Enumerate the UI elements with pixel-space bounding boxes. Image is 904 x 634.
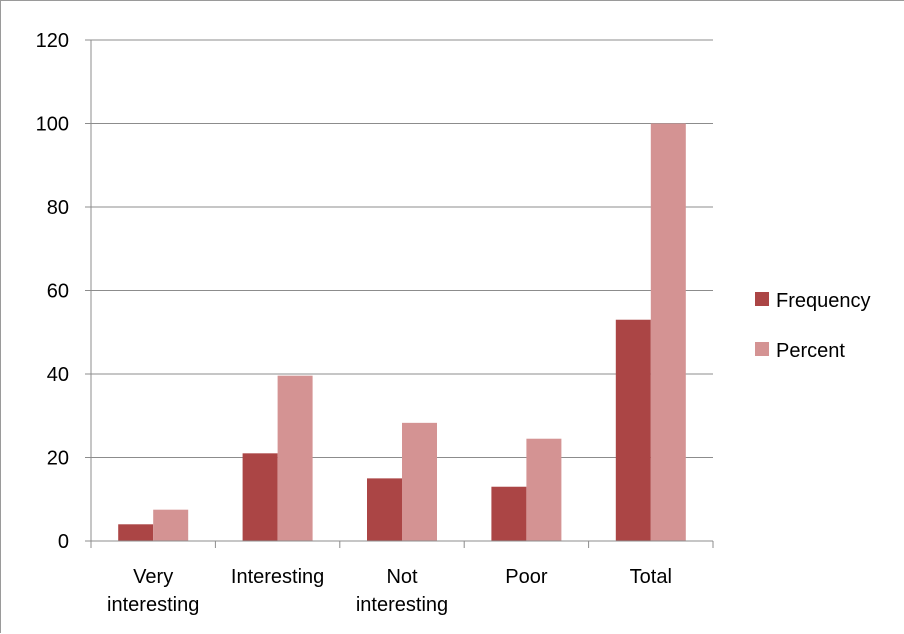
bar-frequency	[491, 486, 527, 541]
bar-frequency	[118, 524, 154, 541]
y-tick-label: 40	[47, 364, 69, 386]
axes	[85, 39, 714, 548]
y-tick-label: 0	[58, 531, 69, 553]
gridlines	[91, 39, 713, 458]
x-category-label: Total	[630, 566, 672, 588]
bar-percent	[650, 123, 686, 541]
y-tick-label: 120	[36, 30, 69, 52]
y-tick-label: 20	[47, 448, 69, 470]
x-category-label: interesting	[107, 594, 199, 616]
bar-percent	[402, 422, 437, 541]
x-category-label: Poor	[505, 566, 548, 588]
bar-frequency	[242, 453, 278, 541]
bar-percent	[277, 375, 313, 541]
bar-frequency	[615, 319, 651, 541]
y-tick-label: 80	[47, 197, 69, 219]
y-tick-label: 100	[36, 114, 69, 136]
x-category-label: interesting	[356, 594, 448, 616]
y-tick-label: 60	[47, 281, 69, 303]
bar-frequency	[367, 478, 402, 541]
legend-swatch-percent	[755, 342, 769, 356]
bars	[118, 123, 686, 541]
x-category-label: Not	[386, 566, 418, 588]
legend-swatch-frequency	[755, 292, 769, 306]
bar-percent	[153, 509, 189, 541]
legend-label-percent: Percent	[776, 340, 845, 362]
x-category-labels: Very interesting Interesting Not interesting…	[107, 566, 672, 616]
legend: Frequency Percent	[755, 290, 871, 362]
x-category-label: Interesting	[231, 566, 324, 588]
bar-percent	[526, 438, 562, 541]
x-category-label: Very	[133, 566, 173, 588]
y-tick-labels: 0 20 40 60 80 100 120	[36, 30, 69, 553]
legend-label-frequency: Frequency	[776, 290, 871, 312]
